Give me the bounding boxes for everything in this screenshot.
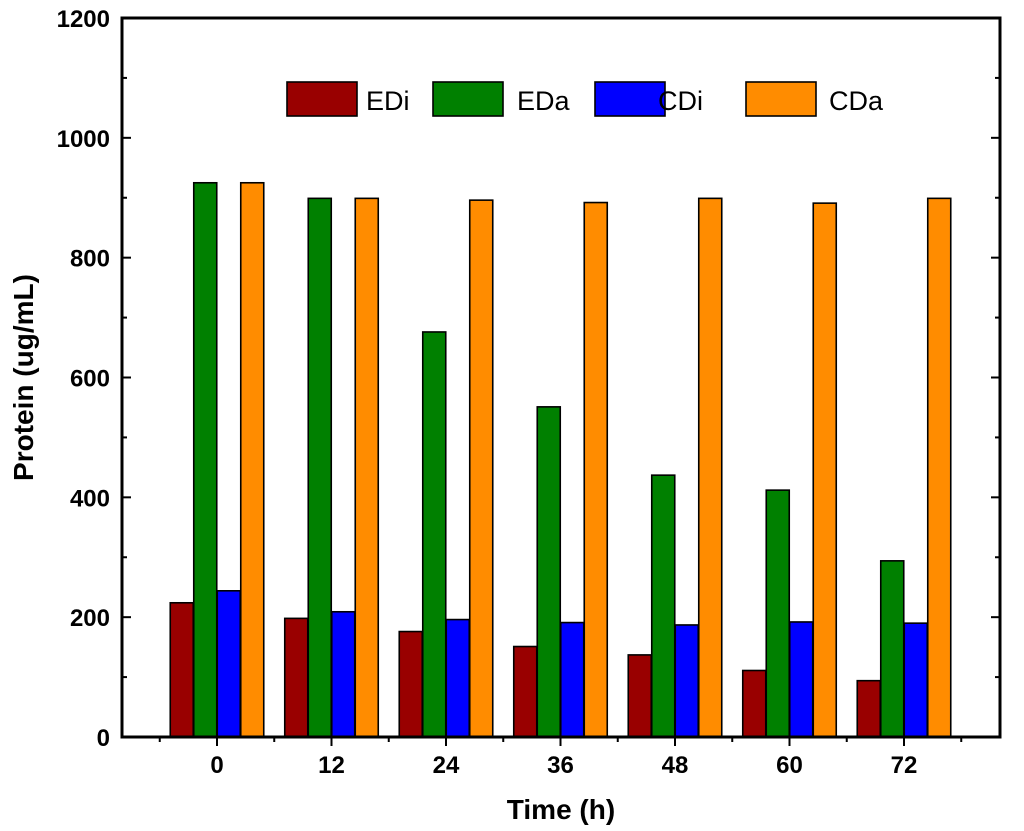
bar-cdi-24 xyxy=(445,618,471,738)
bar-cda-24 xyxy=(468,199,494,738)
x-tick-label: 0 xyxy=(210,752,223,779)
legend: EDi EDa CDi CDa xyxy=(286,81,884,117)
bar-cdi-60 xyxy=(788,621,814,738)
legend-label-cda: CDa xyxy=(829,86,884,116)
legend-label-edi: EDi xyxy=(366,86,410,116)
bar-edi-36 xyxy=(512,645,538,738)
bar-eda-0 xyxy=(192,181,218,738)
y-tick-label: 800 xyxy=(70,246,110,273)
bar-cda-72 xyxy=(926,197,952,738)
x-tick-label: 24 xyxy=(433,752,460,779)
bar-edi-60 xyxy=(741,669,767,738)
bar-edi-48 xyxy=(627,654,653,738)
legend-swatch-cda xyxy=(745,81,817,117)
axis-ticks: 0 200 400 600 800 1000 1200 0 12 24 36 48 60 72 xyxy=(57,6,1000,779)
bar-cdi-48 xyxy=(674,624,700,738)
bar-eda-12 xyxy=(307,197,333,738)
legend-label-eda: EDa xyxy=(517,86,571,116)
bar-cda-36 xyxy=(583,201,609,738)
y-tick-label: 400 xyxy=(70,485,110,512)
bar-cdi-0 xyxy=(216,590,242,738)
bar-edi-12 xyxy=(283,617,309,738)
y-tick-label: 600 xyxy=(70,366,110,393)
y-tick-label: 0 xyxy=(97,725,110,752)
x-tick-label: 60 xyxy=(776,752,803,779)
bars-group xyxy=(169,181,952,738)
bar-edi-24 xyxy=(398,630,424,738)
bar-eda-72 xyxy=(879,560,905,738)
bar-cda-60 xyxy=(812,202,838,738)
bar-edi-72 xyxy=(856,679,882,738)
legend-label-cdi: CDi xyxy=(658,86,703,116)
bar-eda-48 xyxy=(650,474,676,738)
y-tick-label: 1200 xyxy=(57,6,110,33)
bar-cda-0 xyxy=(239,181,265,738)
x-axis-title: Time (h) xyxy=(507,794,615,825)
x-tick-label: 12 xyxy=(318,752,345,779)
legend-swatch-edi xyxy=(286,81,358,117)
y-tick-label: 1000 xyxy=(57,126,110,153)
x-tick-label: 72 xyxy=(891,752,918,779)
bar-cdi-12 xyxy=(330,610,356,738)
y-axis-title: Protein (ug/mL) xyxy=(8,274,39,481)
bar-eda-60 xyxy=(765,489,791,738)
bar-eda-36 xyxy=(536,406,562,738)
bar-edi-0 xyxy=(169,601,195,738)
x-tick-label: 36 xyxy=(547,752,574,779)
legend-swatch-cdi xyxy=(594,81,666,117)
y-tick-label: 200 xyxy=(70,605,110,632)
bar-cdi-36 xyxy=(559,621,585,738)
legend-swatch-eda xyxy=(432,81,504,117)
bar-cda-48 xyxy=(697,197,723,738)
bar-cdi-72 xyxy=(903,622,929,738)
bar-eda-24 xyxy=(421,331,447,738)
x-tick-label: 48 xyxy=(662,752,689,779)
bar-cda-12 xyxy=(354,197,380,738)
